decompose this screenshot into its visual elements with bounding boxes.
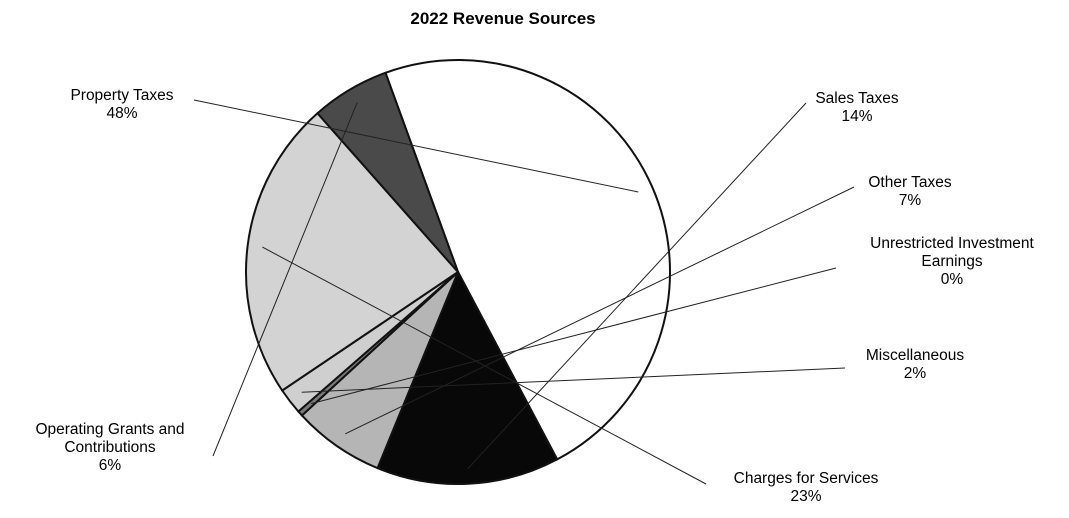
leader-line <box>262 246 707 485</box>
slice-percent-label: 0% <box>941 271 964 288</box>
pie-slice-property-taxes <box>384 59 671 461</box>
slice-label: Charges for Services <box>734 470 879 487</box>
slice-label: Miscellaneous <box>866 347 964 364</box>
slice-label: Other Taxes <box>868 174 952 191</box>
pie-slice-sales-taxes <box>376 269 559 485</box>
pie-slices <box>245 59 671 485</box>
leader-line <box>193 99 639 193</box>
slice-percent-label: 7% <box>899 192 922 209</box>
slice-label: Unrestricted Investment <box>870 235 1034 252</box>
leader-line <box>467 102 807 470</box>
slice-percent-label: 6% <box>99 457 122 474</box>
chart-title: 2022 Revenue Sources <box>410 9 595 28</box>
slice-label: Sales Taxes <box>815 90 899 107</box>
slice-percent-label: 2% <box>904 365 927 382</box>
slice-label: Property Taxes <box>70 87 173 104</box>
pie-slice-operating-grants-and-contributions <box>316 71 459 273</box>
slice-label: Earnings <box>921 253 982 270</box>
leader-line <box>311 267 837 405</box>
slice-percent-label: 14% <box>841 108 872 125</box>
pie-slice-charges-for-services <box>245 111 460 392</box>
slice-percent-label: 48% <box>106 105 137 122</box>
slice-percent-label: 23% <box>790 488 821 505</box>
leader-line <box>345 186 855 435</box>
slice-label: Operating Grants and <box>35 421 184 438</box>
leader-line <box>212 102 358 457</box>
leader-lines <box>193 99 855 485</box>
slice-label: Contributions <box>64 439 156 456</box>
leader-line <box>301 367 846 393</box>
